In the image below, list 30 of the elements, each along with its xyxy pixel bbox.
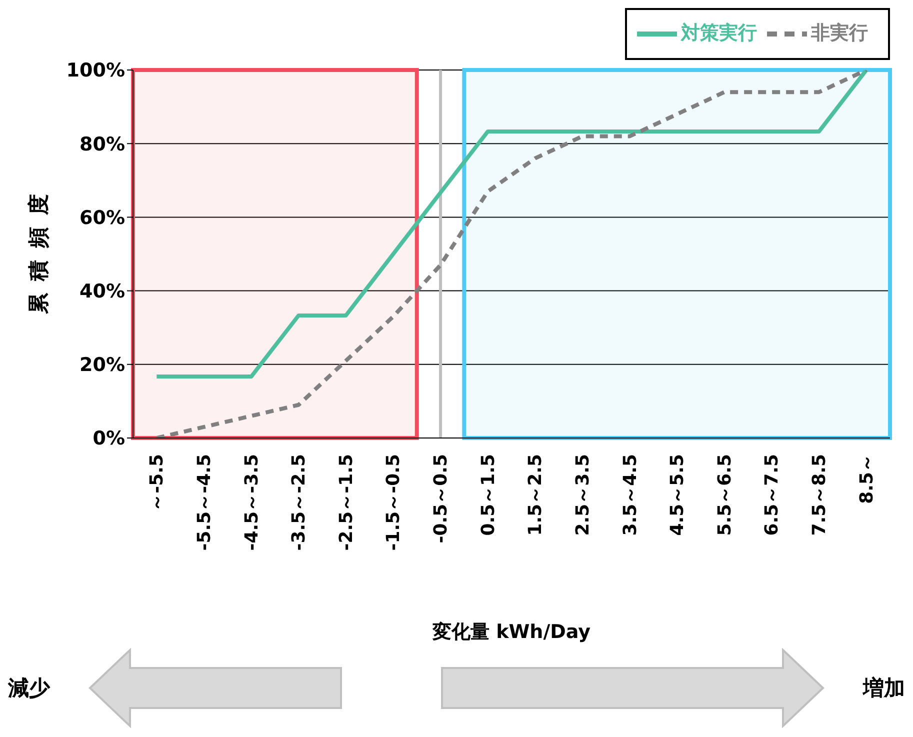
text: 増加 — [863, 675, 905, 702]
x-tick-label: 7.5～8.5 — [809, 454, 830, 536]
x-tick-label: -3.5～-2.5 — [288, 454, 310, 551]
x-axis-title: 変化量 kWh/Day — [431, 621, 592, 643]
y-tick-label: 40% — [80, 280, 125, 303]
x-tick-label: 0.5～1.5 — [478, 454, 499, 536]
line-series — [154, 70, 868, 379]
x-tick-label: -4.5～-3.5 — [241, 454, 262, 551]
x-tick-label: -0.5～0.5 — [430, 454, 452, 544]
legend-label: 非実行 — [811, 22, 868, 44]
x-tick-label: -5.5～-4.5 — [194, 454, 215, 551]
x-tick-label: 2.5～3.5 — [572, 454, 594, 536]
y-tick-label: 100% — [66, 60, 125, 82]
x-tick-label: 1.5～2.5 — [525, 454, 546, 536]
y-tick-label: 60% — [80, 206, 125, 229]
line-series — [154, 70, 868, 438]
x-tick-label: 5.5～6.5 — [714, 454, 736, 536]
x-tick-label: 4.5～5.5 — [667, 454, 688, 536]
text: 減少 — [8, 675, 50, 702]
y-axis-title: 累積頻度 — [26, 182, 50, 315]
x-tick-label: -1.5～-0.5 — [383, 454, 404, 551]
y-tick-label: 80% — [80, 133, 125, 156]
x-tick-label: 8.5～ — [856, 454, 878, 504]
x-tick-label: -2.5～-1.5 — [336, 454, 357, 551]
legend-label: 対策実行 — [681, 22, 757, 44]
y-tick-label: 0% — [92, 428, 125, 450]
x-tick-label: ～-5.5 — [146, 454, 168, 512]
y-tick-label: 20% — [80, 354, 125, 376]
x-tick-label: 3.5～4.5 — [620, 454, 641, 536]
x-tick-label: 6.5～7.5 — [762, 454, 783, 536]
